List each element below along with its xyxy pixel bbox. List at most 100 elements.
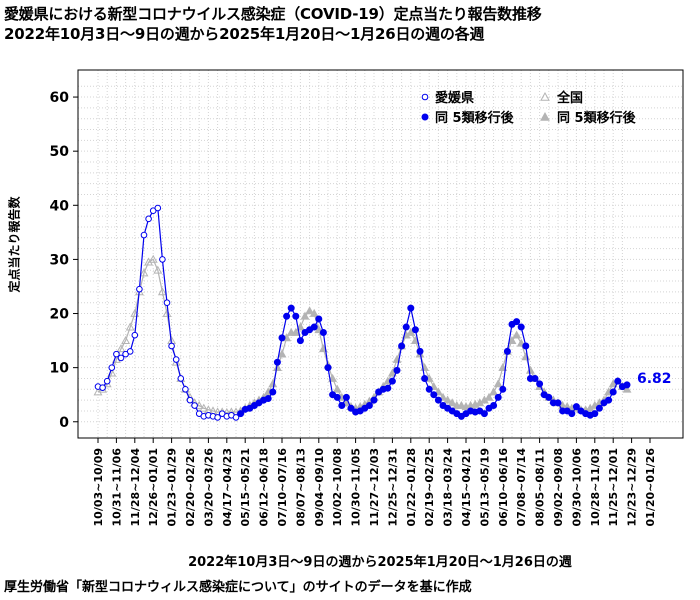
national-point-post xyxy=(309,308,319,317)
ehime-point xyxy=(168,342,175,350)
national-point-post xyxy=(447,398,457,407)
ehime-point-post xyxy=(513,318,521,326)
national-point-post xyxy=(328,373,338,382)
ehime-point-post xyxy=(494,393,502,401)
x-tick-label: 12/26~01/01 xyxy=(147,448,160,526)
x-tick-label: 12/25~12/31 xyxy=(386,448,399,526)
ehime-point-post xyxy=(421,374,429,382)
series-line-ehime xyxy=(97,207,628,419)
x-tick-label: 02/20~02/26 xyxy=(184,448,197,527)
ehime-point xyxy=(108,364,116,371)
ehime-point-post xyxy=(623,381,631,389)
ehime-point-post xyxy=(434,396,442,404)
source-note: 厚生労働省「新型コロナウィルス感染症について」のサイトのデータを基に作成 xyxy=(4,580,472,595)
x-tick-label: 10/03~10/09 xyxy=(92,448,105,526)
y-tick-label: 40 xyxy=(50,198,70,214)
x-tick-label: 11/27~12/03 xyxy=(368,448,381,526)
ehime-point-post xyxy=(425,385,433,393)
ehime-point-post xyxy=(292,312,300,320)
national-point-post xyxy=(277,349,287,358)
legend-label-national: 全国 xyxy=(556,90,583,106)
x-tick-label: 10/31~11/06 xyxy=(110,448,123,527)
national-point-post xyxy=(498,363,508,372)
legend-marker-national-post xyxy=(540,111,550,121)
ehime-point-post xyxy=(554,399,562,407)
y-tick-label: 10 xyxy=(50,361,70,377)
ehime-point-post xyxy=(237,410,245,418)
ehime-point-post xyxy=(365,402,373,410)
ehime-point xyxy=(163,299,171,307)
national-point xyxy=(153,265,163,274)
x-tick-label: 06/10~06/16 xyxy=(497,448,510,527)
national-point xyxy=(121,335,131,344)
national-point-post xyxy=(622,384,632,393)
ehime-point-post xyxy=(388,377,396,385)
ehime-point-post xyxy=(384,384,392,392)
ehime-point-post xyxy=(315,315,323,323)
ehime-point-post xyxy=(591,410,599,418)
national-point xyxy=(162,308,172,317)
ehime-point-post xyxy=(480,410,488,418)
national-point-post xyxy=(268,379,278,388)
national-point xyxy=(139,268,149,277)
legend-marker-ehime xyxy=(421,93,429,101)
ehime-point-post xyxy=(342,393,350,401)
ehime-point-post xyxy=(411,326,419,334)
ehime-point-post xyxy=(545,393,553,401)
x-tick-label: 12/23~12/29 xyxy=(626,448,639,526)
ehime-point xyxy=(177,375,185,382)
y-tick-label: 0 xyxy=(59,415,69,431)
ehime-point-post xyxy=(614,377,622,385)
x-tick-label: 08/05~08/11 xyxy=(534,448,547,526)
y-tick-label: 50 xyxy=(50,144,70,160)
chart-title-line2: 2022年10月3日〜9日の週から2025年1月20日〜1月26日の週の各週 xyxy=(4,25,485,43)
ehime-point-post xyxy=(522,342,530,350)
y-tick-label: 60 xyxy=(50,90,70,106)
ehime-point-post xyxy=(333,393,341,401)
x-axis-label: 2022年10月3日〜9日の週から2025年1月20日〜1月26日の週 xyxy=(188,555,572,570)
ehime-point-post xyxy=(269,388,277,396)
ehime-point-post xyxy=(517,323,525,331)
x-tick-label: 11/28~12/04 xyxy=(129,448,142,527)
ehime-point-post xyxy=(296,337,304,345)
y-tick-label: 30 xyxy=(50,252,70,268)
legend-marker-national xyxy=(540,91,550,101)
ehime-point-post xyxy=(273,358,281,366)
ehime-point-post xyxy=(338,402,346,410)
ehime-point xyxy=(172,356,180,363)
ehime-point xyxy=(191,402,198,409)
ehime-point-post xyxy=(310,323,318,331)
national-point xyxy=(157,287,167,296)
ehime-point xyxy=(113,350,120,358)
ehime-point-post xyxy=(398,342,406,350)
legend-marker-ehime-post xyxy=(421,113,429,121)
ehime-point-post xyxy=(278,334,286,342)
ehime-point-post xyxy=(490,402,498,410)
ehime-point-post xyxy=(503,347,511,355)
x-tick-label: 06/12~06/18 xyxy=(258,448,271,526)
ehime-point xyxy=(182,385,189,393)
x-tick-label: 01/20~01/26 xyxy=(644,448,657,527)
ehime-point-post xyxy=(609,388,617,396)
legend-label-ehime: 愛媛県 xyxy=(435,90,474,106)
last-value-label: 6.82 xyxy=(637,371,672,387)
national-point-post xyxy=(291,327,301,336)
ehime-point xyxy=(154,204,162,212)
legend-label-national-post: 同 5類移行後 xyxy=(557,110,637,126)
ehime-point-post xyxy=(287,304,295,312)
ehime-point-post xyxy=(402,323,410,331)
ehime-point xyxy=(159,256,166,263)
national-point-post xyxy=(443,395,453,404)
y-tick-label: 20 xyxy=(50,307,70,323)
x-tick-label: 11/25~12/01 xyxy=(607,448,620,526)
national-point-post xyxy=(525,365,535,374)
ehime-point-post xyxy=(531,374,539,382)
ehime-point xyxy=(131,331,139,339)
x-tick-label: 03/18~03/24 xyxy=(442,448,455,527)
national-point-post xyxy=(493,379,503,388)
chart-title-line1: 愛媛県における新型コロナウイルス感染症（COVID-19）定点当たり報告数推移 xyxy=(4,5,542,23)
ehime-point-post xyxy=(536,380,544,388)
x-tick-label: 10/02~10/08 xyxy=(331,448,344,526)
national-point xyxy=(199,403,209,412)
ehime-point-post xyxy=(324,364,332,372)
